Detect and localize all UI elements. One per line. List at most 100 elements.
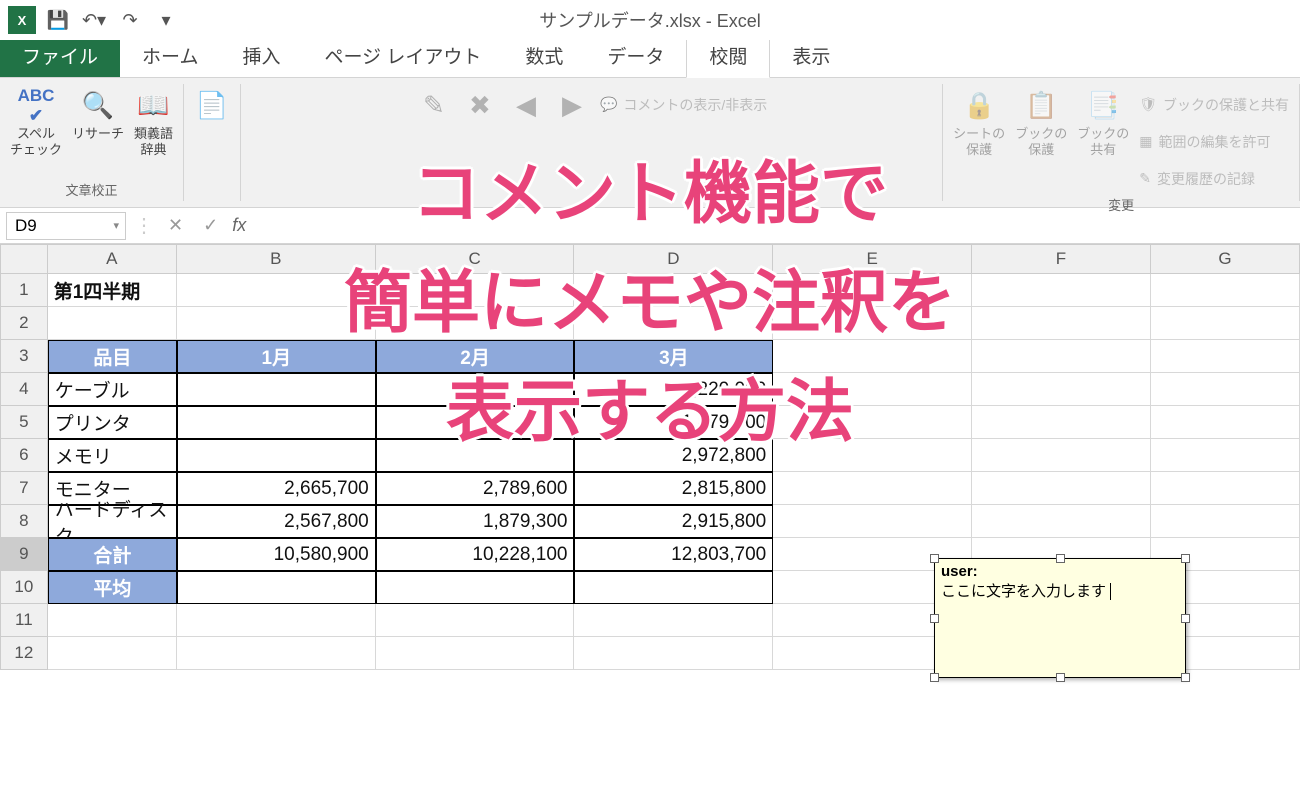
cell-E6[interactable] bbox=[773, 439, 972, 472]
row-header-11[interactable]: 11 bbox=[0, 604, 48, 637]
resize-handle[interactable] bbox=[930, 673, 939, 682]
next-comment-button[interactable]: ▶ bbox=[554, 88, 590, 124]
enter-formula-icon[interactable]: ✓ bbox=[197, 215, 224, 236]
cell-C6[interactable] bbox=[376, 439, 575, 472]
cell-A3[interactable]: 品目 bbox=[48, 340, 177, 373]
cancel-formula-icon[interactable]: ✕ bbox=[162, 215, 189, 236]
redo-icon[interactable]: ↷ bbox=[116, 6, 144, 34]
spellcheck-button[interactable]: ABC✔スペル チェック bbox=[10, 88, 62, 157]
name-box[interactable]: D9 bbox=[6, 212, 126, 240]
cell-G7[interactable] bbox=[1151, 472, 1300, 505]
undo-icon[interactable]: ↶▾ bbox=[80, 6, 108, 34]
protect-share-button[interactable]: 🛡ブックの保護と共有 bbox=[1139, 88, 1289, 121]
tab-file[interactable]: ファイル bbox=[0, 34, 120, 77]
cell-G3[interactable] bbox=[1151, 340, 1300, 373]
cell-F8[interactable] bbox=[972, 505, 1151, 538]
cell-B6[interactable] bbox=[177, 439, 376, 472]
cell-C5[interactable] bbox=[376, 406, 575, 439]
cell-E5[interactable] bbox=[773, 406, 972, 439]
tab-formulas[interactable]: 数式 bbox=[503, 34, 585, 77]
row-header-10[interactable]: 10 bbox=[0, 571, 48, 604]
cell-D9[interactable]: 12,803,700 bbox=[574, 538, 773, 571]
col-header-d[interactable]: D bbox=[574, 244, 773, 274]
cell-F4[interactable] bbox=[972, 373, 1151, 406]
cell-E8[interactable] bbox=[773, 505, 972, 538]
cell-C10[interactable] bbox=[376, 571, 575, 604]
share-workbook-button[interactable]: 📑ブックの 共有 bbox=[1077, 88, 1129, 195]
cell-D11[interactable] bbox=[574, 604, 773, 637]
cell-C7[interactable]: 2,789,600 bbox=[376, 472, 575, 505]
cell-B3[interactable]: 1月 bbox=[177, 340, 376, 373]
row-header-6[interactable]: 6 bbox=[0, 439, 48, 472]
col-header-g[interactable]: G bbox=[1151, 244, 1300, 274]
col-header-b[interactable]: B bbox=[177, 244, 376, 274]
select-all-corner[interactable] bbox=[0, 244, 48, 274]
fx-icon[interactable]: fx bbox=[232, 215, 246, 236]
cell-G4[interactable] bbox=[1151, 373, 1300, 406]
thesaurus-button[interactable]: 📖類義語 辞典 bbox=[134, 88, 173, 157]
new-comment-button[interactable]: ✎ bbox=[416, 88, 452, 124]
cell-A6[interactable]: メモリ bbox=[48, 439, 177, 472]
cell-C2[interactable] bbox=[376, 307, 575, 340]
cell-D4[interactable]: 2,220,000 bbox=[574, 373, 773, 406]
cell-E1[interactable] bbox=[773, 274, 972, 307]
tab-insert[interactable]: 挿入 bbox=[220, 34, 302, 77]
col-header-a[interactable]: A bbox=[48, 244, 177, 274]
row-header-4[interactable]: 4 bbox=[0, 373, 48, 406]
cell-B11[interactable] bbox=[177, 604, 376, 637]
cell-B1[interactable] bbox=[177, 274, 376, 307]
col-header-f[interactable]: F bbox=[972, 244, 1151, 274]
cell-B9[interactable]: 10,580,900 bbox=[177, 538, 376, 571]
cell-F3[interactable] bbox=[972, 340, 1151, 373]
resize-handle[interactable] bbox=[1056, 673, 1065, 682]
save-icon[interactable]: 💾 bbox=[44, 6, 72, 34]
cell-G5[interactable] bbox=[1151, 406, 1300, 439]
col-header-c[interactable]: C bbox=[376, 244, 575, 274]
cell-E3[interactable] bbox=[773, 340, 972, 373]
cell-F2[interactable] bbox=[972, 307, 1151, 340]
resize-handle[interactable] bbox=[1056, 554, 1065, 563]
cell-E4[interactable] bbox=[773, 373, 972, 406]
resize-handle[interactable] bbox=[930, 554, 939, 563]
cell-C11[interactable] bbox=[376, 604, 575, 637]
cell-G6[interactable] bbox=[1151, 439, 1300, 472]
cell-A11[interactable] bbox=[48, 604, 177, 637]
prev-comment-button[interactable]: ◀ bbox=[508, 88, 544, 124]
cell-D6[interactable]: 2,972,800 bbox=[574, 439, 773, 472]
allow-ranges-button[interactable]: ▦範囲の編集を許可 bbox=[1139, 125, 1289, 158]
cell-G2[interactable] bbox=[1151, 307, 1300, 340]
cell-B12[interactable] bbox=[177, 637, 376, 670]
cell-D2[interactable] bbox=[574, 307, 773, 340]
row-header-7[interactable]: 7 bbox=[0, 472, 48, 505]
cell-D7[interactable]: 2,815,800 bbox=[574, 472, 773, 505]
translate-button[interactable]: 📄 bbox=[194, 88, 230, 126]
col-header-e[interactable]: E bbox=[773, 244, 972, 274]
protect-sheet-button[interactable]: 🔒シートの 保護 bbox=[953, 88, 1005, 195]
cell-C8[interactable]: 1,879,300 bbox=[376, 505, 575, 538]
cell-A2[interactable] bbox=[48, 307, 177, 340]
cell-G8[interactable] bbox=[1151, 505, 1300, 538]
resize-handle[interactable] bbox=[1181, 614, 1190, 623]
cell-B7[interactable]: 2,665,700 bbox=[177, 472, 376, 505]
cell-A12[interactable] bbox=[48, 637, 177, 670]
cell-C1[interactable] bbox=[376, 274, 575, 307]
cell-D8[interactable]: 2,915,800 bbox=[574, 505, 773, 538]
cell-B5[interactable] bbox=[177, 406, 376, 439]
cell-E2[interactable] bbox=[773, 307, 972, 340]
cell-B2[interactable] bbox=[177, 307, 376, 340]
cell-C3[interactable]: 2月 bbox=[376, 340, 575, 373]
cell-A8[interactable]: ハードディスク bbox=[48, 505, 177, 538]
cell-F5[interactable] bbox=[972, 406, 1151, 439]
cell-F1[interactable] bbox=[972, 274, 1151, 307]
cell-G1[interactable] bbox=[1151, 274, 1300, 307]
cell-B8[interactable]: 2,567,800 bbox=[177, 505, 376, 538]
cell-D5[interactable]: 1,879,300 bbox=[574, 406, 773, 439]
cell-A1[interactable]: 第1四半期 bbox=[48, 274, 177, 307]
cell-F6[interactable] bbox=[972, 439, 1151, 472]
comment-box[interactable]: user: ここに文字を入力します bbox=[934, 558, 1186, 678]
cell-A10[interactable]: 平均 bbox=[48, 571, 177, 604]
resize-handle[interactable] bbox=[1181, 673, 1190, 682]
resize-handle[interactable] bbox=[930, 614, 939, 623]
row-header-3[interactable]: 3 bbox=[0, 340, 48, 373]
cell-D3[interactable]: 3月 bbox=[574, 340, 773, 373]
